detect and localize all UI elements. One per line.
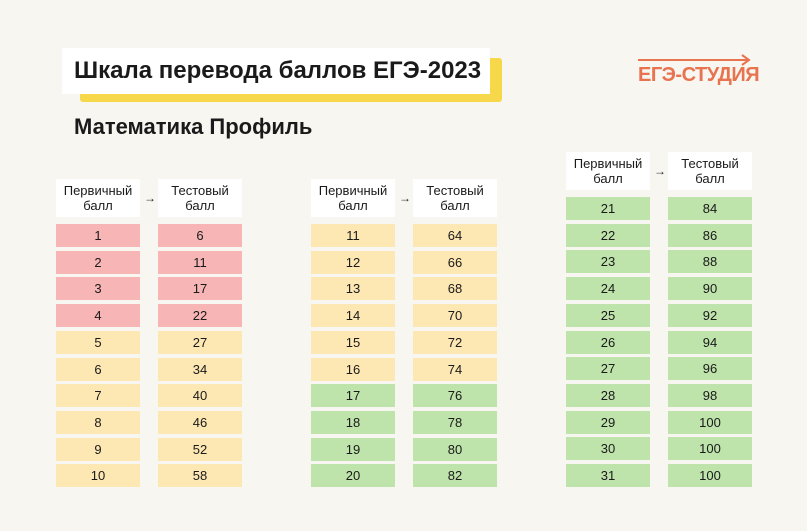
test-score-cell: 58 xyxy=(158,464,242,488)
test-score-cell: 11 xyxy=(158,250,242,274)
primary-score-cell: 26 xyxy=(566,330,650,354)
header-primary-line2: балл xyxy=(83,198,113,213)
test-score-cell: 52 xyxy=(158,437,242,461)
test-score-cell: 84 xyxy=(668,197,752,220)
primary-score-cell: 11 xyxy=(311,224,395,247)
test-score-cell: 76 xyxy=(413,384,497,408)
test-score-cell: 86 xyxy=(668,223,752,247)
test-score-cell: 90 xyxy=(668,277,752,301)
primary-score-cell: 23 xyxy=(566,250,650,274)
logo-text: ЕГЭ-СТУДИЯ xyxy=(638,64,760,86)
test-score-cell: 27 xyxy=(158,330,242,354)
test-score-cell: 70 xyxy=(413,304,497,328)
arrow-right-icon: → xyxy=(654,164,666,178)
test-score-cell: 66 xyxy=(413,250,497,274)
primary-score-cell: 5 xyxy=(56,330,140,354)
primary-score-cell: 3 xyxy=(56,277,140,301)
primary-score-cell: 7 xyxy=(56,384,140,408)
primary-score-cell: 18 xyxy=(311,410,395,434)
test-score-cell: 17 xyxy=(158,277,242,301)
primary-score-cell: 2 xyxy=(56,250,140,274)
header-test-line2: балл xyxy=(440,198,470,213)
test-score-cell: 6 xyxy=(158,224,242,247)
title-block: Шкала перевода баллов ЕГЭ-2023 xyxy=(62,48,502,104)
primary-score-cell: 19 xyxy=(311,437,395,461)
primary-score-cell: 29 xyxy=(566,410,650,434)
header-primary-score: Первичный балл xyxy=(56,179,140,217)
header-primary-line1: Первичный xyxy=(573,156,643,171)
test-score-cell: 100 xyxy=(668,410,752,434)
primary-score-cell: 13 xyxy=(311,277,395,301)
primary-score-cell: 28 xyxy=(566,383,650,407)
arrow-right-icon: → xyxy=(399,191,411,205)
primary-score-cell: 21 xyxy=(566,197,650,220)
header-primary-score: Первичный балл xyxy=(566,152,650,190)
primary-score-cell: 10 xyxy=(56,464,140,488)
header-test-line2: балл xyxy=(185,198,215,213)
header-test-line1: Тестовый xyxy=(426,183,484,198)
test-score-cell: 78 xyxy=(413,410,497,434)
primary-score-cell: 24 xyxy=(566,277,650,301)
header-primary-score: Первичный балл xyxy=(311,179,395,217)
arrow-icon xyxy=(638,54,751,66)
test-score-cell: 64 xyxy=(413,224,497,247)
test-score-cell: 82 xyxy=(413,464,497,488)
primary-score-cell: 30 xyxy=(566,437,650,461)
test-score-cell: 100 xyxy=(668,437,752,461)
arrow-right-icon: → xyxy=(144,191,156,205)
brand-logo: ЕГЭ-СТУДИЯ xyxy=(636,52,760,92)
header-primary-line2: балл xyxy=(593,171,623,186)
primary-score-cell: 20 xyxy=(311,464,395,488)
test-score-cell: 74 xyxy=(413,357,497,381)
primary-score-cell: 22 xyxy=(566,223,650,247)
primary-score-cell: 16 xyxy=(311,357,395,381)
header-test-score: Тестовый балл xyxy=(668,152,752,190)
test-score-cell: 80 xyxy=(413,437,497,461)
primary-score-cell: 14 xyxy=(311,304,395,328)
subject-subtitle: Математика Профиль xyxy=(74,114,313,139)
test-score-cell: 40 xyxy=(158,384,242,408)
primary-score-cell: 4 xyxy=(56,304,140,328)
primary-score-cell: 25 xyxy=(566,303,650,327)
header-primary-line2: балл xyxy=(338,198,368,213)
header-test-line1: Тестовый xyxy=(681,156,739,171)
header-test-line2: балл xyxy=(695,171,725,186)
test-score-cell: 46 xyxy=(158,410,242,434)
header-test-score: Тестовый балл xyxy=(158,179,242,217)
test-score-cell: 88 xyxy=(668,250,752,274)
test-score-cell: 72 xyxy=(413,330,497,354)
page-title: Шкала перевода баллов ЕГЭ-2023 xyxy=(62,48,490,94)
test-score-cell: 22 xyxy=(158,304,242,328)
test-score-cell: 96 xyxy=(668,357,752,381)
primary-score-cell: 15 xyxy=(311,330,395,354)
primary-score-cell: 17 xyxy=(311,384,395,408)
header-test-line1: Тестовый xyxy=(171,183,229,198)
test-score-cell: 92 xyxy=(668,303,752,327)
header-primary-line1: Первичный xyxy=(63,183,133,198)
primary-score-cell: 31 xyxy=(566,464,650,487)
test-score-cell: 98 xyxy=(668,383,752,407)
test-score-cell: 34 xyxy=(158,357,242,381)
primary-score-cell: 1 xyxy=(56,224,140,247)
test-score-cell: 94 xyxy=(668,330,752,354)
header-primary-line1: Первичный xyxy=(318,183,388,198)
primary-score-cell: 12 xyxy=(311,250,395,274)
primary-score-cell: 6 xyxy=(56,357,140,381)
header-test-score: Тестовый балл xyxy=(413,179,497,217)
primary-score-cell: 8 xyxy=(56,410,140,434)
test-score-cell: 100 xyxy=(668,464,752,487)
primary-score-cell: 9 xyxy=(56,437,140,461)
primary-score-cell: 27 xyxy=(566,357,650,381)
test-score-cell: 68 xyxy=(413,277,497,301)
